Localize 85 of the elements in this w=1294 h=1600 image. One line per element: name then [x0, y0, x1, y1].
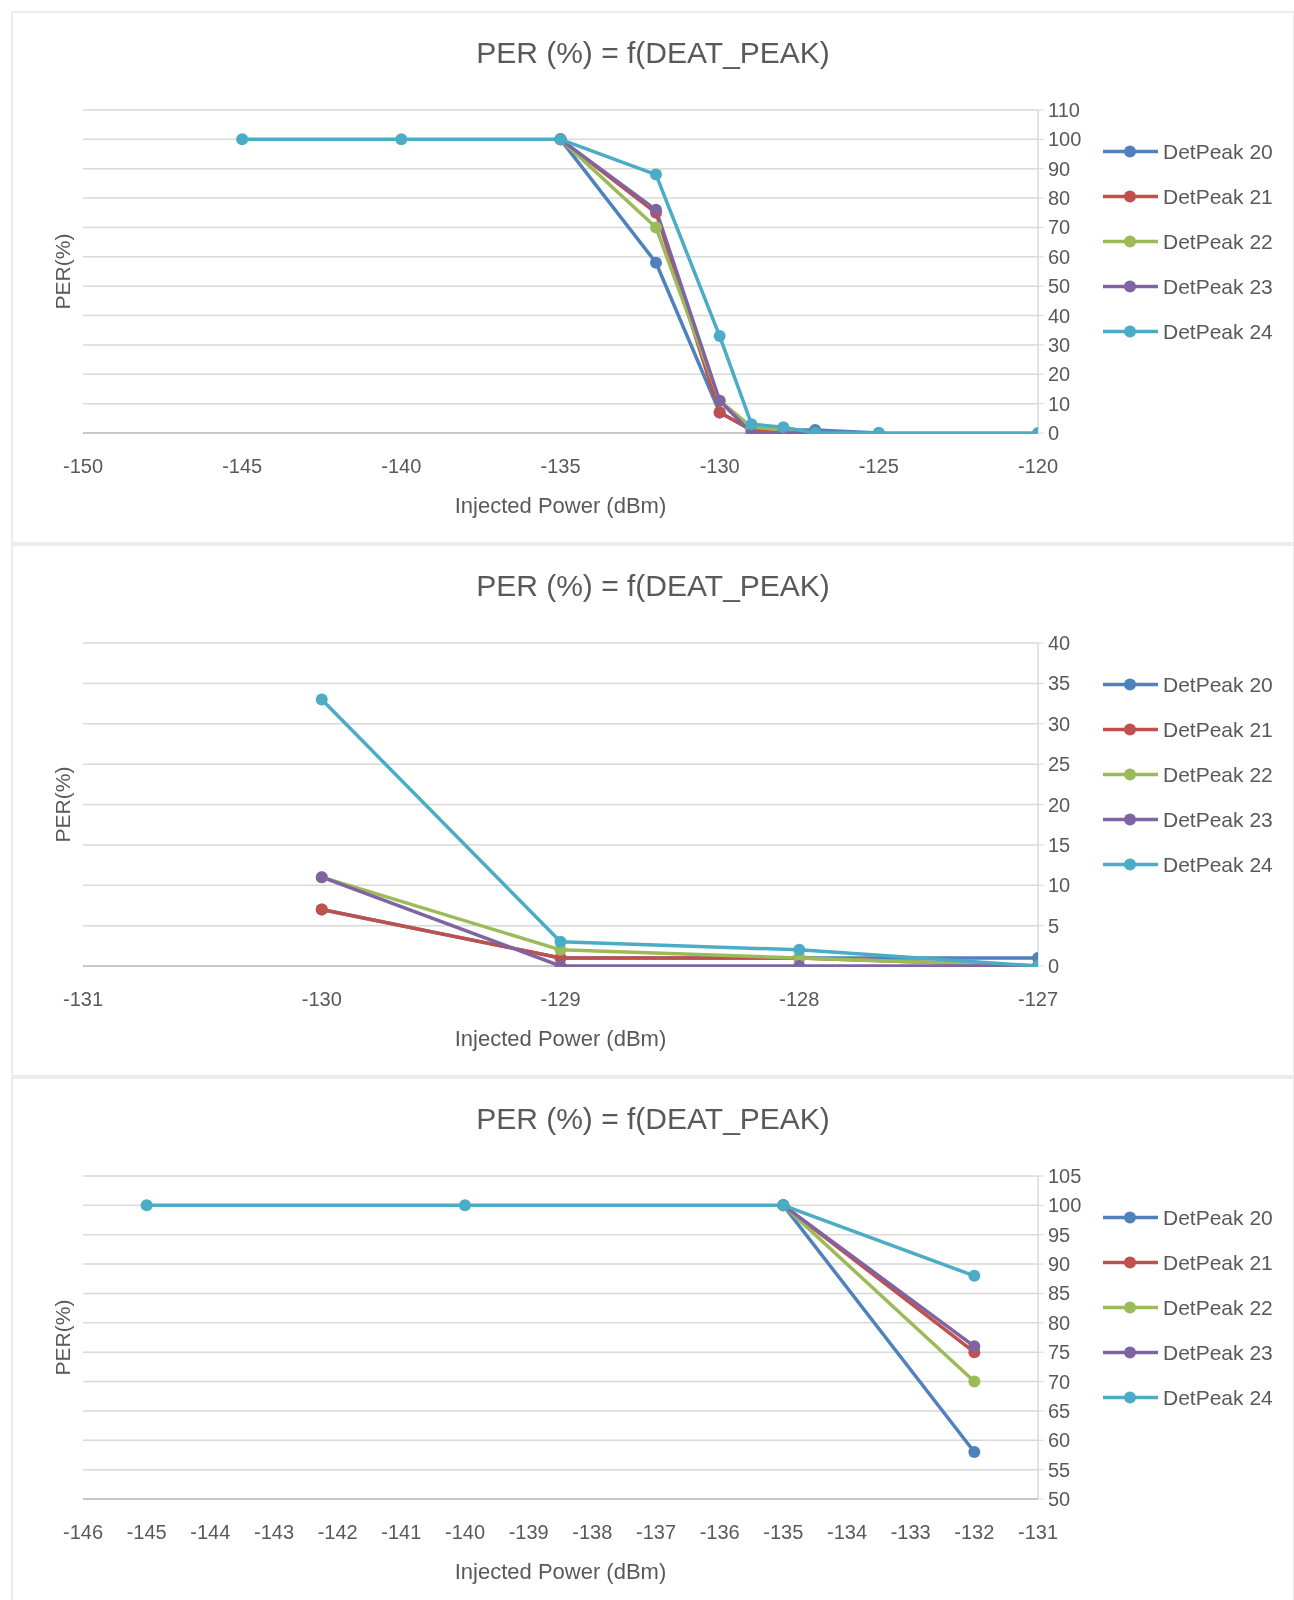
x-tick-label: -120 — [1017, 455, 1059, 477]
x-tick-label: -141 — [381, 1521, 422, 1543]
y-tick-label: 50 — [1048, 1488, 1071, 1510]
x-tick-label: -134 — [826, 1521, 868, 1543]
y-tick-label: 65 — [1048, 1399, 1071, 1422]
y-tick-label: 30 — [1048, 333, 1071, 356]
y-axis-title: PER(%) — [51, 233, 74, 310]
x-tick-label: -130 — [699, 455, 740, 477]
x-tick-label: -150 — [62, 455, 104, 477]
chart-title: PER (%) = f(DEAT_PEAK) — [476, 36, 830, 69]
y-tick-label: 110 — [1048, 99, 1080, 121]
y-tick-label: 105 — [1048, 1165, 1082, 1187]
legend-label: DetPeak 21 — [1163, 1250, 1273, 1274]
x-tick-label: -128 — [779, 988, 820, 1010]
x-tick-label: -142 — [317, 1521, 358, 1543]
x-tick-label: -136 — [699, 1521, 740, 1543]
y-tick-label: 70 — [1048, 216, 1071, 239]
x-tick-label: -135 — [763, 1521, 804, 1543]
legend-label: DetPeak 22 — [1163, 1295, 1273, 1319]
y-tick-label: 80 — [1048, 187, 1071, 210]
chart-title: PER (%) = f(DEAT_PEAK) — [476, 569, 830, 602]
x-tick-label: -125 — [858, 455, 899, 477]
legend-label: DetPeak 22 — [1163, 762, 1273, 786]
x-tick-label: -129 — [540, 988, 581, 1010]
legend-label: DetPeak 22 — [1163, 229, 1273, 253]
legend-label: DetPeak 20 — [1163, 1205, 1273, 1229]
y-tick-label: 75 — [1048, 1341, 1071, 1364]
x-axis-title: Injected Power (dBm) — [454, 1559, 667, 1584]
legend-label: DetPeak 24 — [1163, 852, 1274, 876]
y-tick-label: 25 — [1048, 753, 1071, 776]
x-axis-title: Injected Power (dBm) — [454, 493, 667, 518]
y-tick-label: 30 — [1048, 712, 1071, 735]
y-tick-label: 100 — [1048, 1194, 1082, 1217]
x-tick-label: -127 — [1017, 988, 1059, 1010]
x-tick-label: -130 — [301, 988, 342, 1010]
y-tick-label: 50 — [1048, 275, 1071, 298]
y-tick-label: 85 — [1048, 1282, 1071, 1305]
y-tick-label: 20 — [1048, 793, 1071, 816]
y-tick-label: 20 — [1048, 363, 1071, 386]
y-tick-label: 10 — [1048, 874, 1071, 897]
x-tick-label: -143 — [253, 1521, 295, 1543]
x-tick-label: -138 — [572, 1521, 613, 1543]
x-tick-label: -146 — [62, 1521, 104, 1543]
x-axis-title: Injected Power (dBm) — [454, 1026, 667, 1051]
x-tick-label: -140 — [381, 455, 422, 477]
y-tick-label: 90 — [1048, 1253, 1071, 1276]
y-tick-label: 100 — [1048, 128, 1082, 151]
chart-title: PER (%) = f(DEAT_PEAK) — [476, 1102, 830, 1135]
y-tick-label: 70 — [1048, 1370, 1071, 1393]
y-tick-label: 5 — [1048, 914, 1060, 937]
y-tick-label: 40 — [1048, 304, 1071, 327]
x-tick-label: -145 — [222, 455, 263, 477]
y-tick-label: 60 — [1048, 1429, 1071, 1452]
y-tick-label: 40 — [1048, 632, 1071, 654]
y-tick-label: 95 — [1048, 1223, 1071, 1246]
y-tick-label: 60 — [1048, 245, 1071, 268]
y-tick-label: 10 — [1048, 392, 1071, 415]
x-tick-label: -135 — [540, 455, 581, 477]
legend-label: DetPeak 21 — [1163, 717, 1273, 741]
legend-label: DetPeak 23 — [1163, 274, 1273, 298]
x-tick-label: -139 — [508, 1521, 549, 1543]
x-tick-label: -140 — [444, 1521, 486, 1543]
x-tick-label: -131 — [62, 988, 104, 1010]
y-tick-label: 90 — [1048, 157, 1071, 180]
legend-label: DetPeak 20 — [1163, 139, 1273, 163]
x-tick-label: -133 — [890, 1521, 931, 1543]
legend-label: DetPeak 23 — [1163, 807, 1273, 831]
legend-label: DetPeak 24 — [1163, 1385, 1274, 1409]
y-axis-title: PER(%) — [51, 1299, 74, 1376]
x-tick-label: -131 — [1017, 1521, 1059, 1543]
y-tick-label: 35 — [1048, 672, 1071, 695]
x-tick-label: -132 — [954, 1521, 995, 1543]
y-tick-label: 0 — [1048, 422, 1060, 444]
y-tick-label: 55 — [1048, 1458, 1071, 1481]
x-tick-label: -137 — [635, 1521, 677, 1543]
legend-label: DetPeak 20 — [1163, 672, 1273, 696]
legend-label: DetPeak 24 — [1163, 319, 1274, 343]
y-tick-label: 15 — [1048, 833, 1071, 856]
legend-label: DetPeak 21 — [1163, 184, 1273, 208]
x-tick-label: -144 — [190, 1521, 231, 1543]
y-tick-label: 0 — [1048, 955, 1060, 977]
y-tick-label: 80 — [1048, 1311, 1071, 1334]
legend-label: DetPeak 23 — [1163, 1340, 1273, 1364]
x-tick-label: -145 — [126, 1521, 167, 1543]
y-axis-title: PER(%) — [51, 766, 74, 843]
